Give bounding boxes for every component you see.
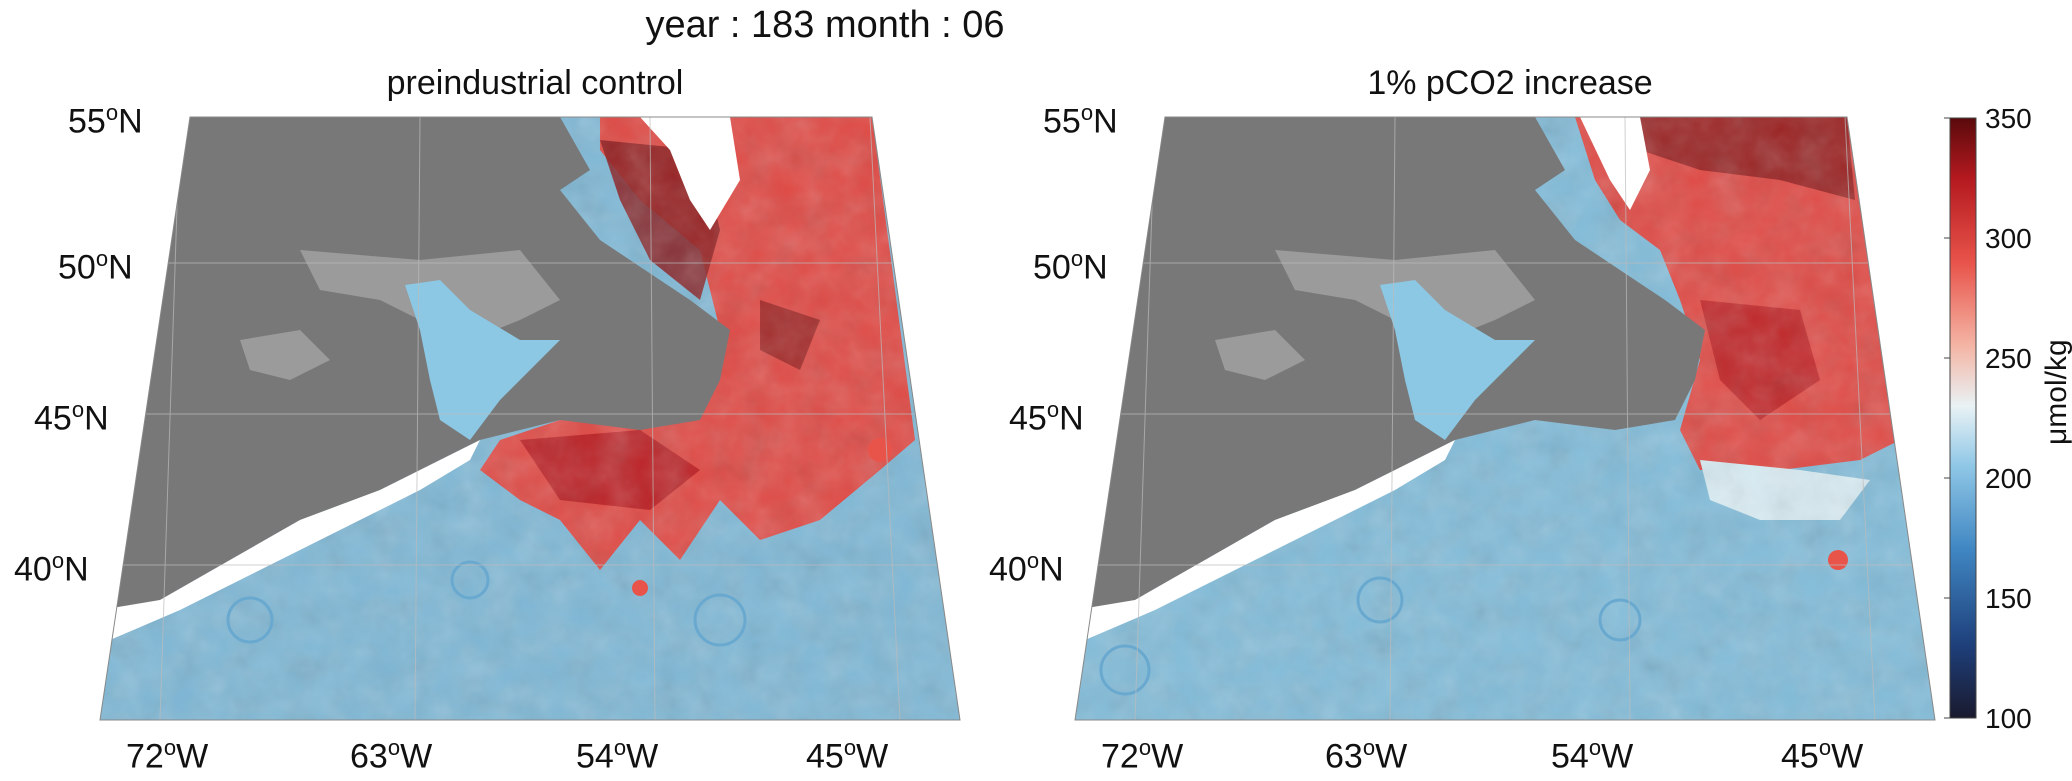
colorbar-tick-200: 200 bbox=[1985, 463, 2032, 494]
lon-label-54W-right: 54oW bbox=[1551, 735, 1634, 776]
map-panel-right bbox=[1075, 117, 1935, 720]
lon-label-72W-right: 72oW bbox=[1101, 735, 1184, 776]
lat-label-45N-right: 45oN bbox=[1009, 397, 1084, 438]
colorbar-unit-label: μmol/kg bbox=[2040, 339, 2072, 445]
colorbar bbox=[1949, 117, 1977, 719]
colorbar-tick-150: 150 bbox=[1985, 583, 2032, 614]
lat-label-55N-right: 55oN bbox=[1043, 100, 1118, 141]
panel-title-right: 1% pCO2 increase bbox=[1367, 64, 1653, 102]
map-frame-left bbox=[99, 116, 961, 721]
figure-title: year : 183 month : 06 bbox=[645, 4, 1005, 46]
colorbar-tick-300: 300 bbox=[1985, 223, 2032, 254]
lon-label-63W-left: 63oW bbox=[350, 735, 433, 776]
map-panel-left bbox=[100, 117, 960, 720]
map-frame-right bbox=[1074, 116, 1936, 721]
lon-label-72W-left: 72oW bbox=[126, 735, 209, 776]
lon-label-45W-left: 45oW bbox=[806, 735, 889, 776]
lon-label-45W-right: 45oW bbox=[1781, 735, 1864, 776]
colorbar-tick-350: 350 bbox=[1985, 103, 2032, 134]
lat-label-40N-right: 40oN bbox=[989, 548, 1064, 589]
lat-label-40N-left: 40oN bbox=[14, 548, 89, 589]
lat-label-45N-left: 45oN bbox=[34, 397, 109, 438]
lon-label-54W-left: 54oW bbox=[576, 735, 659, 776]
lat-label-50N-right: 50oN bbox=[1033, 246, 1108, 287]
land-right bbox=[1075, 117, 1705, 720]
panel-title-left: preindustrial control bbox=[386, 64, 684, 102]
land-left bbox=[100, 117, 730, 720]
lon-label-63W-right: 63oW bbox=[1325, 735, 1408, 776]
colorbar-tick-100: 100 bbox=[1985, 703, 2032, 734]
lat-label-55N-left: 55oN bbox=[68, 100, 143, 141]
lat-label-50N-left: 50oN bbox=[58, 246, 133, 287]
colorbar-tick-250: 250 bbox=[1985, 343, 2032, 374]
